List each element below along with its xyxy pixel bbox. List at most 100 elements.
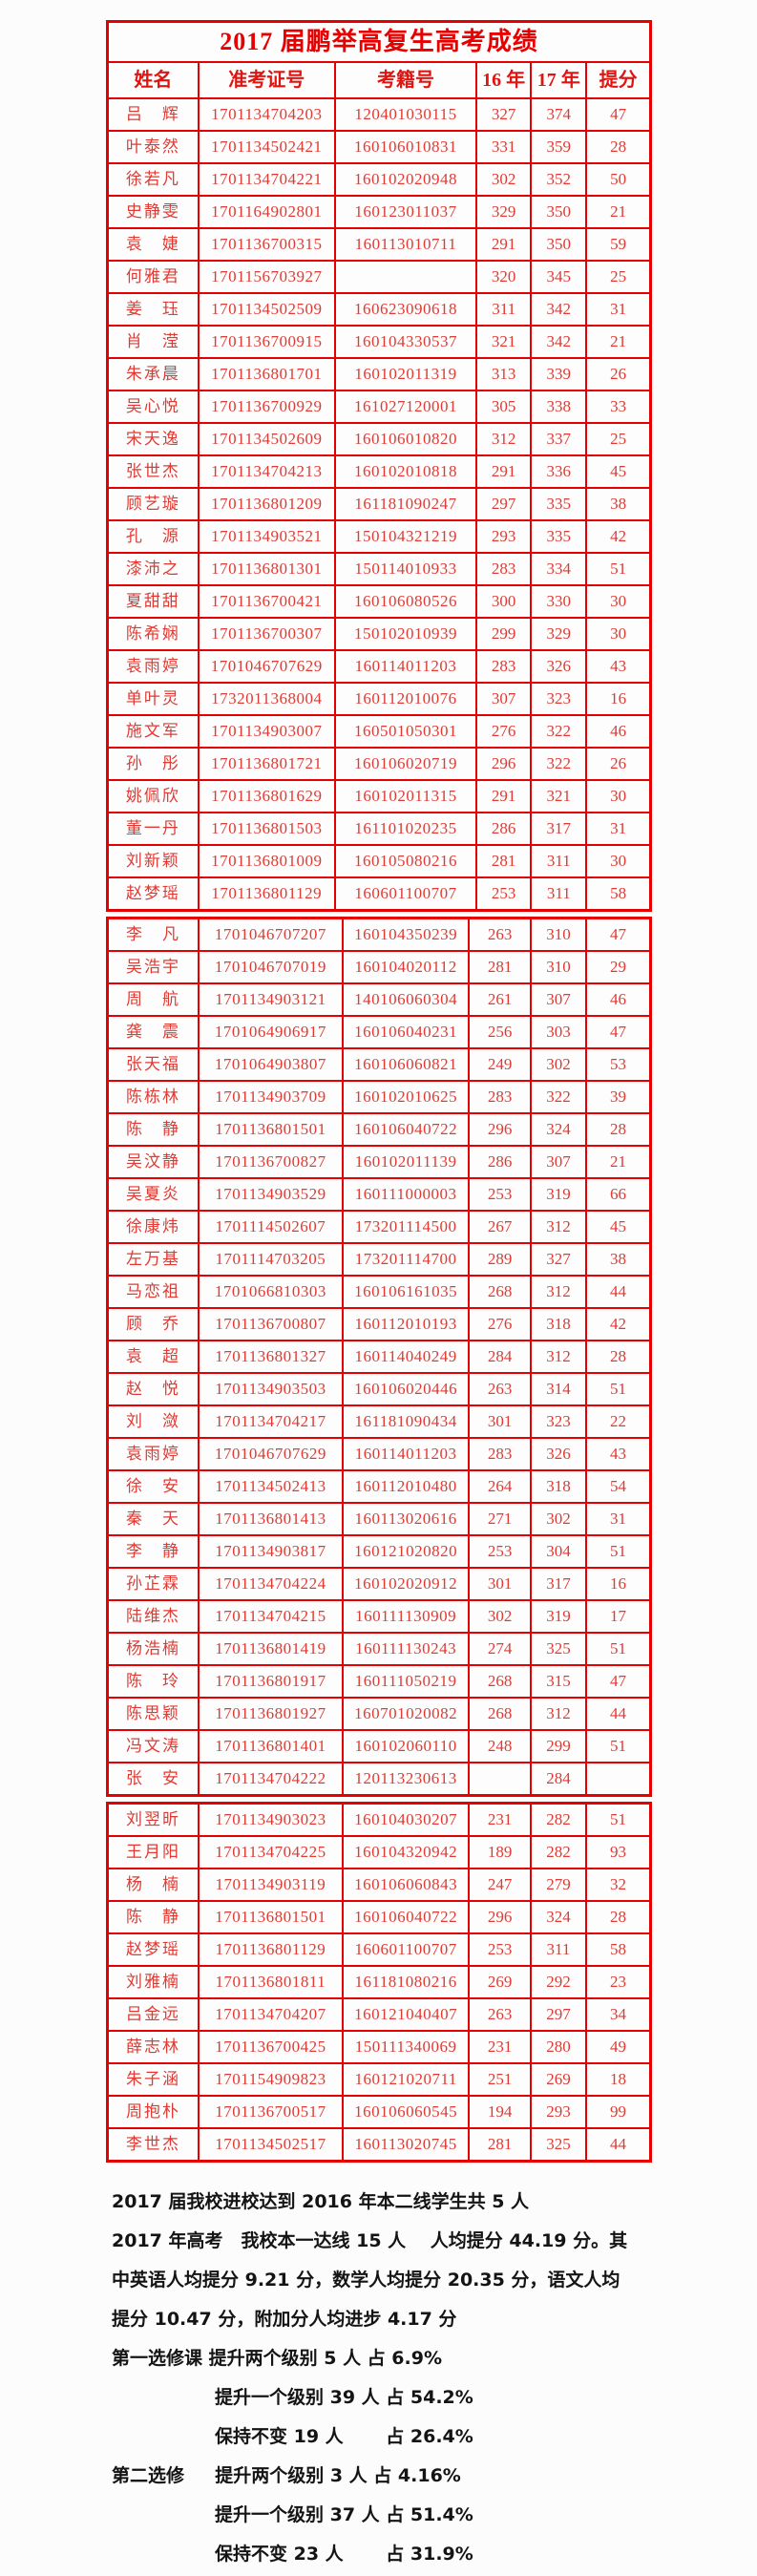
- table-row: 朱承晨 1701136801701 160102011319 313 339 26: [106, 357, 652, 391]
- summary-line: 2017 届我校进校达到 2016 年本二线学生共 5 人: [112, 2191, 530, 2212]
- registration-no-cell: 160106080526: [333, 584, 478, 619]
- score-gain-cell: 28: [585, 130, 652, 164]
- summary-line: 2017 年高考 我校本一达线 15 人 人均提分 44.19 分。其: [112, 2230, 628, 2251]
- table-row: 周抱朴 1701136700517 160106060545 194 293 99: [106, 2095, 652, 2129]
- registration-no-cell: 161027120001: [333, 390, 478, 424]
- score-gain-cell: 28: [585, 1112, 652, 1147]
- score-2017-cell: 326: [530, 649, 588, 684]
- score-2017-cell: 334: [530, 552, 588, 586]
- exam-id-cell: 1701134704222: [198, 1762, 344, 1797]
- exam-id-cell: 1701134903521: [197, 519, 336, 554]
- exam-id-cell: 1701134903007: [197, 714, 336, 749]
- score-2017-cell: 352: [530, 162, 588, 197]
- score-gain-cell: 47: [585, 97, 652, 132]
- exam-id-cell: 1701046707629: [198, 1437, 344, 1471]
- score-2016-cell: 311: [475, 292, 533, 327]
- name-cell: 何雅君: [106, 260, 200, 294]
- registration-no-cell: 160111130243: [341, 1632, 471, 1666]
- score-2016-cell: 248: [468, 1729, 532, 1763]
- score-gain-cell: 31: [585, 812, 652, 846]
- score-2017-cell: 350: [530, 195, 588, 229]
- score-2016-cell: 253: [468, 1177, 532, 1212]
- table-row: 薛志林 1701136700425 150111340069 231 280 49: [106, 2030, 652, 2064]
- name-cell: 张天福: [106, 1047, 200, 1082]
- registration-no-cell: 120113230613: [341, 1762, 471, 1797]
- score-2017-cell: 311: [529, 1932, 588, 1967]
- exam-id-cell: 1701136801811: [198, 1965, 344, 1999]
- exam-id-cell: 1701136801629: [197, 779, 336, 813]
- score-gain-cell: 47: [585, 1664, 652, 1699]
- score-2017-cell: 312: [529, 1697, 588, 1731]
- score-gain-cell: 18: [585, 2062, 652, 2097]
- score-gain-cell: 30: [585, 844, 652, 878]
- table-row: 李 静 1701134903817 160121020820 253 304 51: [106, 1534, 652, 1569]
- summary-line: 提升一个级别 39 人 占 54.2%: [215, 2387, 473, 2408]
- registration-no-cell: 160105080216: [333, 844, 478, 878]
- table-row: 单叶灵 1732011368004 160112010076 307 323 16: [106, 682, 652, 716]
- score-2017-cell: 359: [530, 130, 588, 164]
- registration-no-cell: 140106060304: [341, 982, 471, 1017]
- table-row: 徐康炜 1701114502607 173201114500 267 312 45: [106, 1210, 652, 1244]
- table-section-2: 李 凡 1701046707207 160104350239 263 310 47 吴浩宇 1…: [106, 917, 652, 1797]
- registration-no-cell: 160102020912: [341, 1567, 471, 1601]
- exam-id-cell: 1701136801009: [197, 844, 336, 878]
- name-cell: 施文军: [106, 714, 200, 749]
- score-2017-cell: 342: [530, 325, 588, 359]
- name-cell: 吕金远: [106, 1997, 200, 2032]
- score-2016-cell: 194: [468, 2095, 532, 2129]
- exam-id-cell: 1701136700807: [198, 1307, 344, 1341]
- table-row: 周 航 1701134903121 140106060304 261 307 46: [106, 982, 652, 1017]
- summary-line: 提升一个级别 37 人 占 51.4%: [215, 2504, 473, 2525]
- score-gain-cell: 30: [585, 584, 652, 619]
- page-title: 2017 届鹏举高复生高考成绩: [106, 20, 652, 63]
- name-cell: 左万基: [106, 1242, 200, 1277]
- name-cell: 张 安: [106, 1762, 200, 1797]
- table-row: 徐 安 1701134502413 160112010480 264 318 54: [106, 1469, 652, 1504]
- name-cell: 袁 婕: [106, 227, 200, 262]
- registration-no-cell: [333, 260, 478, 294]
- score-gain-cell: 51: [585, 1534, 652, 1569]
- registration-no-cell: 160104330537: [333, 325, 478, 359]
- name-cell: 刘新颖: [106, 844, 200, 878]
- registration-no-cell: 160501050301: [333, 714, 478, 749]
- registration-no-cell: 160123011037: [333, 195, 478, 229]
- table-row: 李 凡 1701046707207 160104350239 263 310 47: [106, 917, 652, 952]
- score-2017-cell: 339: [530, 357, 588, 391]
- exam-id-cell: 1701136801721: [197, 747, 336, 781]
- score-2017-cell: 303: [529, 1015, 588, 1049]
- score-2017-cell: 330: [530, 584, 588, 619]
- registration-no-cell: 150111340069: [341, 2030, 471, 2064]
- score-2016-cell: 268: [468, 1697, 532, 1731]
- score-2016-cell: 302: [475, 162, 533, 197]
- registration-no-cell: 161181080216: [341, 1965, 471, 1999]
- score-2016-cell: 281: [468, 950, 532, 984]
- table-row: 袁 超 1701136801327 160114040249 284 312 28: [106, 1340, 652, 1374]
- exam-id-cell: 1701154909823: [198, 2062, 344, 2097]
- table-row: 姚佩欣 1701136801629 160102011315 291 321 30: [106, 779, 652, 813]
- score-gain-cell: 34: [585, 1997, 652, 2032]
- name-cell: 吴夏炎: [106, 1177, 200, 1212]
- score-table: 2017 届鹏举高复生高考成绩 姓名 准考证号 考籍号 16 年 17 年 提分…: [106, 20, 654, 2167]
- exam-id-cell: 1701136700425: [198, 2030, 344, 2064]
- score-2017-cell: 292: [529, 1965, 588, 1999]
- score-2017-cell: 322: [530, 747, 588, 781]
- registration-no-cell: 160121020820: [341, 1534, 471, 1569]
- table-row: 吴心悦 1701136700929 161027120001 305 338 33: [106, 390, 652, 424]
- score-gain-cell: 51: [585, 1632, 652, 1666]
- exam-id-cell: 1701066810303: [198, 1275, 344, 1309]
- score-2016-cell: 296: [468, 1900, 532, 1934]
- summary-line: 第二选修 提升两个级别 3 人 占 4.16%: [112, 2465, 461, 2486]
- registration-no-cell: 160112010193: [341, 1307, 471, 1341]
- score-gain-cell: 51: [585, 1802, 652, 1837]
- name-cell: 王月阳: [106, 1835, 200, 1869]
- name-cell: 陈 静: [106, 1900, 200, 1934]
- exam-id-cell: 1701134502609: [197, 422, 336, 456]
- score-2016-cell: 276: [468, 1307, 532, 1341]
- column-header-name: 姓名: [106, 61, 200, 99]
- score-gain-cell: 38: [585, 487, 652, 521]
- exam-id-cell: 1701134704224: [198, 1567, 344, 1601]
- registration-no-cell: 160106010831: [333, 130, 478, 164]
- registration-no-cell: 160106161035: [341, 1275, 471, 1309]
- name-cell: 孙芷霖: [106, 1567, 200, 1601]
- score-gain-cell: 30: [585, 779, 652, 813]
